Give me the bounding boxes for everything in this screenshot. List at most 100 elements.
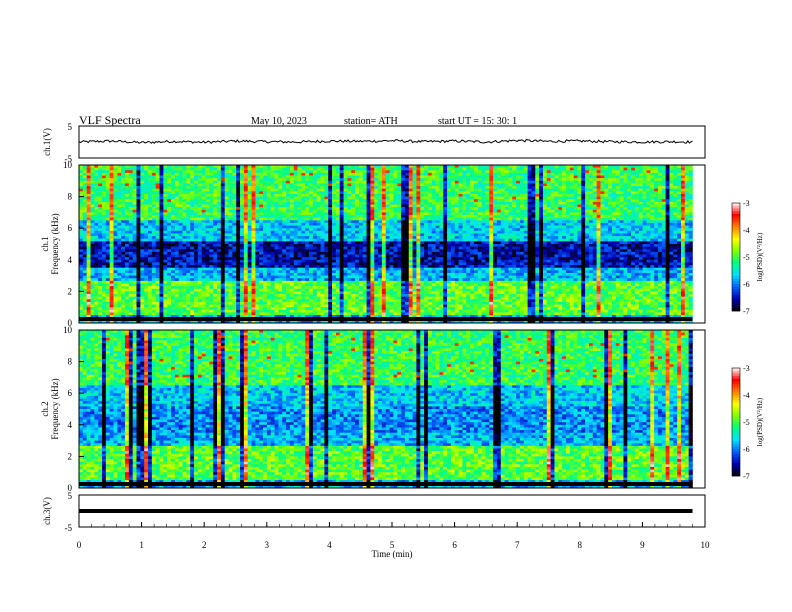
spectrogram-cell <box>539 178 544 182</box>
spectrogram-cell <box>385 186 390 189</box>
spectrogram-cell <box>266 241 272 245</box>
spectrogram-cell <box>424 236 429 240</box>
spectrogram-cell <box>136 241 141 245</box>
spectrogram-cell <box>596 199 601 203</box>
spectrogram-cell <box>535 201 540 205</box>
spectrogram-cell <box>90 222 95 226</box>
spectrogram-cell <box>105 222 110 226</box>
spectrogram-cell <box>186 241 191 245</box>
spectrogram-cell <box>163 222 168 226</box>
spectrogram-cell <box>332 201 337 205</box>
spectrogram-cell <box>82 220 87 224</box>
spectrogram-cell <box>665 170 670 174</box>
spectrogram-cell <box>424 196 429 200</box>
spectrogram-cell <box>274 201 279 205</box>
spectrogram-cell <box>581 233 586 237</box>
spectrogram-cell <box>155 180 160 184</box>
spectrogram-cell <box>569 204 574 208</box>
spectrogram-cell <box>477 228 482 232</box>
spectrogram-cell <box>378 233 383 237</box>
spectrogram-cell <box>431 204 436 208</box>
spectrogram-cell <box>493 204 498 208</box>
spectrogram-cell <box>508 238 513 242</box>
spectrogram-cell <box>347 230 352 234</box>
spectrogram-cell <box>496 244 502 247</box>
spectrogram-cell <box>355 244 360 247</box>
spectrogram-cell <box>240 170 245 174</box>
spectrogram-cell <box>362 207 367 211</box>
spectrogram-cell <box>209 170 214 174</box>
spectrogram-cell <box>220 201 225 205</box>
spectrogram-cell <box>121 212 126 216</box>
spectrogram-cell <box>535 180 540 184</box>
spectrogram-cell <box>412 207 417 211</box>
spectrogram-cell <box>289 230 295 234</box>
spectrogram-cell <box>320 244 325 247</box>
spectrogram-cell <box>615 167 620 171</box>
spectrogram-cell <box>186 186 191 189</box>
spectrogram-cell <box>435 172 440 176</box>
spectrogram-cell <box>381 191 387 195</box>
spectrogram-cell <box>435 196 440 200</box>
spectrogram-cell <box>194 172 199 176</box>
spectrogram-cell <box>151 170 156 174</box>
spectrogram-cell <box>316 186 321 189</box>
spectrogram-cell <box>401 212 406 216</box>
spectrogram-cell <box>385 191 390 195</box>
spectrogram-cell <box>220 165 225 168</box>
spectrogram-cell <box>489 207 494 211</box>
spectrogram-cell <box>669 230 674 234</box>
spectrogram-cell <box>454 207 459 211</box>
spectrogram-cell <box>274 233 279 237</box>
spectrogram-cell <box>362 204 367 208</box>
spectrogram-cell <box>554 188 559 192</box>
spectrogram-cell <box>600 220 605 224</box>
spectrogram-cell <box>247 212 252 216</box>
spectrogram-cell <box>247 170 252 174</box>
spectrogram-cell <box>508 188 513 192</box>
spectrogram-cell <box>631 228 636 232</box>
spectrogram-cell <box>347 244 352 247</box>
spectrogram-cell <box>493 199 498 203</box>
spectrogram-cell <box>297 172 302 176</box>
spectrogram-cell <box>542 233 548 237</box>
spectrogram-cell <box>569 188 574 192</box>
spectrogram-cell <box>542 238 548 242</box>
spectrogram-cell <box>255 186 260 189</box>
spectrogram-cell <box>259 233 264 237</box>
spectrogram-cell <box>677 167 682 171</box>
spectrogram-cell <box>535 204 540 208</box>
spectrogram-cell <box>236 188 241 192</box>
spectrogram-cell <box>374 209 379 213</box>
spectrogram-cell <box>366 215 371 218</box>
spectrogram-cell <box>627 199 632 203</box>
spectrogram-cell <box>374 186 379 189</box>
spectrogram-cell <box>140 178 145 182</box>
spectrogram-cell <box>209 238 214 242</box>
spectrogram-cell <box>481 167 486 171</box>
spectrogram-cell <box>397 228 402 232</box>
spectrogram-cell <box>458 204 463 208</box>
spectrogram-cell <box>600 167 605 171</box>
spectrogram-cell <box>182 201 187 205</box>
spectrogram-cell <box>90 241 95 245</box>
spectrogram-cell <box>516 199 521 203</box>
spectrogram-cell <box>435 225 440 229</box>
spectrogram-cell <box>573 230 578 234</box>
spectrogram-cell <box>320 167 325 171</box>
spectrogram-cell <box>113 193 118 197</box>
spectrogram-cell <box>90 188 95 192</box>
spectrogram-cell <box>347 180 352 184</box>
spectrogram-cell <box>247 201 252 205</box>
spectrogram-cell <box>174 183 179 187</box>
spectrogram-cell <box>155 175 160 179</box>
spectrogram-cell <box>293 180 298 184</box>
spectrogram-cell <box>194 186 199 189</box>
spectrogram-cell <box>473 193 479 197</box>
spectrogram-cell <box>217 183 222 187</box>
spectrogram-cell <box>339 193 344 197</box>
spectrogram-cell <box>155 188 160 192</box>
spectrogram-cell <box>286 175 291 179</box>
spectrogram-cell <box>171 201 176 205</box>
spectrogram-cell <box>190 228 195 232</box>
